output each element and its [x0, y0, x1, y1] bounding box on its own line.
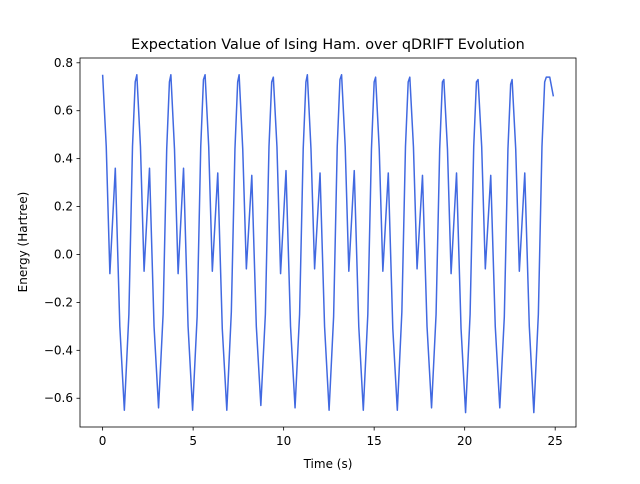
y-tick-label: −0.4 — [44, 343, 73, 357]
x-tick-label: 0 — [99, 434, 107, 448]
y-tick-label: −0.6 — [44, 391, 73, 405]
x-axis-label: Time (s) — [303, 457, 353, 471]
y-tick-label: 0.6 — [54, 104, 73, 118]
x-tick-label: 15 — [367, 434, 382, 448]
x-tick-label: 10 — [276, 434, 291, 448]
y-tick-label: 0.8 — [54, 56, 73, 70]
data-line — [101, 74, 555, 414]
chart-title: Expectation Value of Ising Ham. over qDR… — [131, 37, 525, 53]
plot-frame — [79, 57, 577, 428]
y-tick-label: 0.0 — [54, 247, 73, 261]
x-tick-label: 5 — [189, 434, 197, 448]
x-tick-label: 20 — [457, 434, 472, 448]
y-tick-label: 0.2 — [54, 200, 73, 214]
y-tick-label: −0.2 — [44, 295, 73, 309]
x-tick-label: 25 — [548, 434, 563, 448]
y-tick-label: 0.4 — [54, 152, 73, 166]
y-axis-label: Energy (Hartree) — [16, 192, 30, 293]
